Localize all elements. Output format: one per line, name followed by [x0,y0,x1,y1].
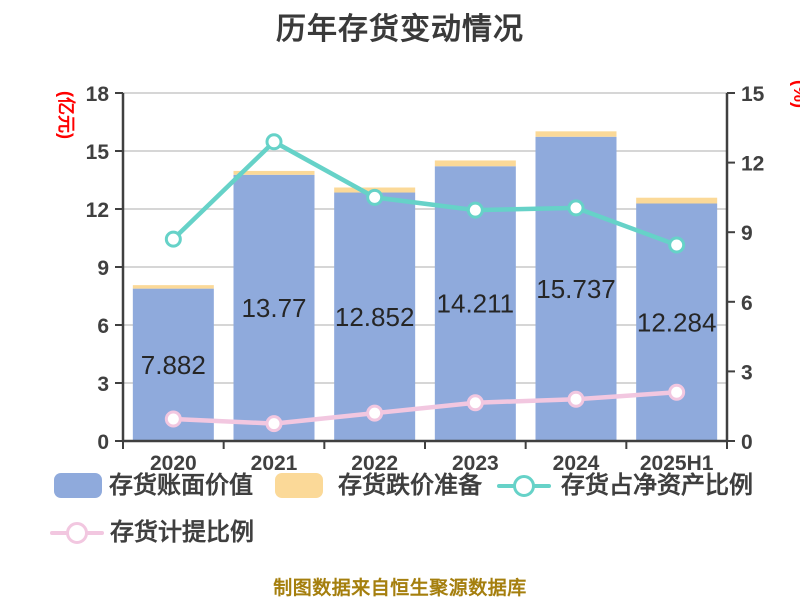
x-axis-category-label: 2022 [351,452,398,475]
bar-value-label: 14.211 [437,289,515,319]
legend-row-1: 存货账面价值 存货跌价准备 存货占净资产比例 [0,472,800,500]
legend-label-book-value: 存货账面价值 [109,472,253,499]
line-line_teal [171,139,679,248]
bar-segment-2024 [535,131,617,137]
bar-value-label: 15.737 [536,274,616,304]
marker-line_teal-2025H1 [668,236,686,254]
right-axis-unit-label: (%) [790,80,800,108]
legend-marker-net-asset-ratio [497,472,551,500]
legend-swatch-book-value [54,473,102,498]
bar-value-label: 7.882 [141,350,206,380]
right-axis-tick-label: 6 [741,292,753,315]
marker-line_teal-2024 [567,199,585,217]
legend-row-2: 存货计提比例 [0,519,800,547]
left-axis-tick-label: 9 [97,257,109,280]
marker-line_teal-2023 [466,201,484,219]
left-axis-tick-label: 15 [86,141,110,164]
marker-line_pink-2022 [366,404,384,422]
x-axis-category-label: 2024 [553,452,600,475]
x-axis-category-label: 2020 [150,452,197,475]
marker-line_teal-2021 [265,133,283,151]
bar-segment-2021 [233,170,315,175]
marker-line_pink-2020 [164,410,182,428]
bar-segment-2023 [434,160,516,167]
right-axis-tick-label: 3 [741,361,753,384]
marker-line_pink-2021 [265,415,283,433]
marker-line_pink-2025H1 [668,383,686,401]
left-axis-tick-label: 6 [97,315,109,338]
bar-segment-2020 [132,285,214,289]
legend-dot-pink [66,522,88,544]
x-axis-category-label: 2021 [251,452,298,475]
bar-value-label: 12.284 [637,307,717,337]
bar-segment-2022 [334,192,416,441]
right-axis-tick-label: 15 [741,83,765,106]
x-axis-category-label: 2023 [452,452,499,475]
left-axis-unit-label: (亿元) [56,91,76,139]
bar-segment-2024 [535,136,617,441]
marker-line_pink-2024 [567,390,585,408]
bar-segment-2021 [233,174,315,441]
legend-swatch-provision [275,473,323,498]
marker-line_teal-2022 [366,188,384,206]
bar-value-label: 12.852 [335,302,415,332]
legend-dot-teal [513,475,535,497]
data-source-note: 制图数据来自恒生聚源数据库 [273,578,527,599]
bar-segment-2025H1 [636,197,718,204]
right-axis-tick-label: 0 [741,431,753,454]
bar-value-label: 13.77 [241,293,306,323]
line-line_pink [171,390,679,426]
right-axis-tick-label: 12 [741,153,764,176]
left-axis-tick-label: 12 [86,199,109,222]
legend-label-provision-ratio: 存货计提比例 [110,519,254,546]
marker-line_pink-2023 [466,394,484,412]
left-axis-tick-label: 3 [97,373,109,396]
legend-label-provision: 存货跌价准备 [338,472,482,499]
left-axis-tick-label: 0 [97,431,109,454]
marker-line_teal-2020 [164,230,182,248]
left-axis-tick-label: 18 [86,83,110,106]
chart-title: 历年存货变动情况 [276,13,524,46]
x-axis-category-label: 2025H1 [640,452,714,475]
legend-marker-provision-ratio [50,519,104,547]
legend-label-net-asset-ratio: 存货占净资产比例 [561,472,753,499]
right-axis-tick-label: 9 [741,222,753,245]
